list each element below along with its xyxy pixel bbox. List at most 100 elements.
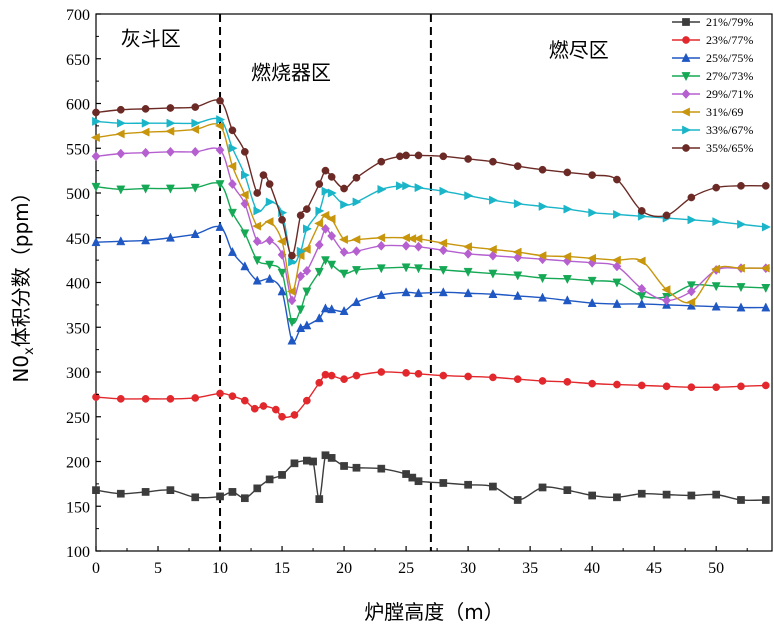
data-point — [463, 288, 473, 298]
data-point — [513, 162, 522, 170]
data-point — [538, 274, 548, 284]
data-point — [321, 166, 330, 175]
data-point — [464, 480, 472, 489]
data-point — [276, 236, 286, 246]
data-point — [538, 201, 548, 211]
legend-entry-1: 23%/77% — [672, 33, 753, 47]
data-point — [681, 72, 691, 82]
data-point — [562, 252, 572, 262]
data-point — [228, 488, 237, 496]
data-point — [215, 145, 225, 156]
data-point — [191, 118, 201, 128]
data-point — [321, 186, 331, 196]
data-point — [513, 496, 522, 504]
x-tick-label: 5 — [154, 560, 162, 577]
data-point — [613, 380, 621, 389]
data-point — [116, 185, 126, 195]
data-point — [309, 457, 317, 466]
data-point — [736, 302, 746, 312]
data-point — [165, 126, 175, 136]
data-point — [228, 143, 238, 153]
data-point — [265, 180, 274, 188]
data-point — [228, 392, 237, 401]
data-point — [686, 286, 696, 297]
data-point — [488, 250, 498, 261]
data-point — [90, 133, 100, 143]
data-point — [252, 221, 262, 231]
data-point — [240, 494, 249, 503]
data-point — [761, 284, 771, 294]
data-point — [687, 193, 696, 202]
legend-entry-5: 31%/69 — [672, 105, 743, 119]
data-point — [414, 241, 423, 252]
data-point — [401, 240, 411, 251]
data-point — [682, 144, 690, 152]
data-point — [250, 404, 259, 413]
x-tick-label: 40 — [584, 560, 600, 577]
legend-label: 29%/71% — [706, 87, 753, 101]
data-point — [711, 301, 721, 311]
data-point — [512, 247, 522, 257]
data-point — [414, 477, 423, 486]
data-point — [637, 298, 647, 308]
legend-label: 21%/79% — [706, 15, 753, 29]
data-point — [487, 244, 497, 254]
data-point — [735, 263, 745, 273]
x-tick-label: 20 — [336, 560, 352, 577]
data-point — [711, 282, 721, 292]
data-point — [737, 181, 745, 190]
data-point — [265, 273, 275, 283]
data-point — [240, 396, 249, 405]
data-point — [314, 239, 324, 250]
data-point — [116, 489, 125, 498]
data-point — [327, 230, 337, 241]
y-tick-label: 250 — [66, 410, 90, 427]
data-point — [290, 411, 299, 419]
data-point — [320, 256, 330, 266]
data-point — [115, 129, 125, 139]
data-point — [253, 189, 262, 197]
data-point — [327, 260, 337, 270]
data-point — [438, 245, 448, 256]
data-point — [265, 260, 275, 270]
data-point — [464, 372, 472, 381]
data-point — [377, 184, 387, 194]
data-point — [166, 104, 175, 112]
zone-label: 灰斗区 — [121, 26, 181, 50]
axes: 0 5 10 15 20 25 30 35 40 45 50 100 150 200 250 300 350 40… — [66, 7, 748, 577]
data-point — [402, 151, 410, 160]
data-point — [191, 394, 200, 402]
data-point — [402, 181, 412, 191]
data-point — [287, 335, 297, 345]
data-point — [712, 217, 722, 227]
data-point — [314, 218, 324, 228]
data-point — [165, 184, 175, 194]
x-tick-label: 25 — [398, 560, 414, 577]
x-tick-label: 50 — [708, 560, 724, 577]
data-point — [288, 257, 298, 267]
data-point — [277, 268, 287, 278]
data-point — [265, 475, 274, 484]
data-point — [538, 292, 548, 302]
data-point — [682, 125, 692, 135]
data-point — [376, 233, 386, 243]
plot-area — [95, 13, 773, 552]
data-point — [377, 368, 386, 376]
data-point — [737, 496, 745, 504]
data-point — [339, 269, 349, 279]
data-point — [116, 118, 126, 128]
x-tick-label: 45 — [646, 560, 662, 577]
zone-label: 燃尽区 — [549, 38, 609, 62]
data-point — [662, 211, 671, 220]
data-point — [537, 251, 547, 261]
data-point — [303, 396, 311, 405]
y-tick-label: 550 — [66, 141, 90, 158]
legend-label: 35%/65% — [706, 141, 753, 155]
data-point — [327, 454, 336, 462]
data-point — [165, 146, 175, 157]
y-tick-label: 400 — [66, 276, 90, 293]
series-line — [95, 225, 766, 343]
data-point — [190, 229, 200, 239]
data-point — [240, 229, 250, 239]
data-point — [352, 173, 361, 182]
